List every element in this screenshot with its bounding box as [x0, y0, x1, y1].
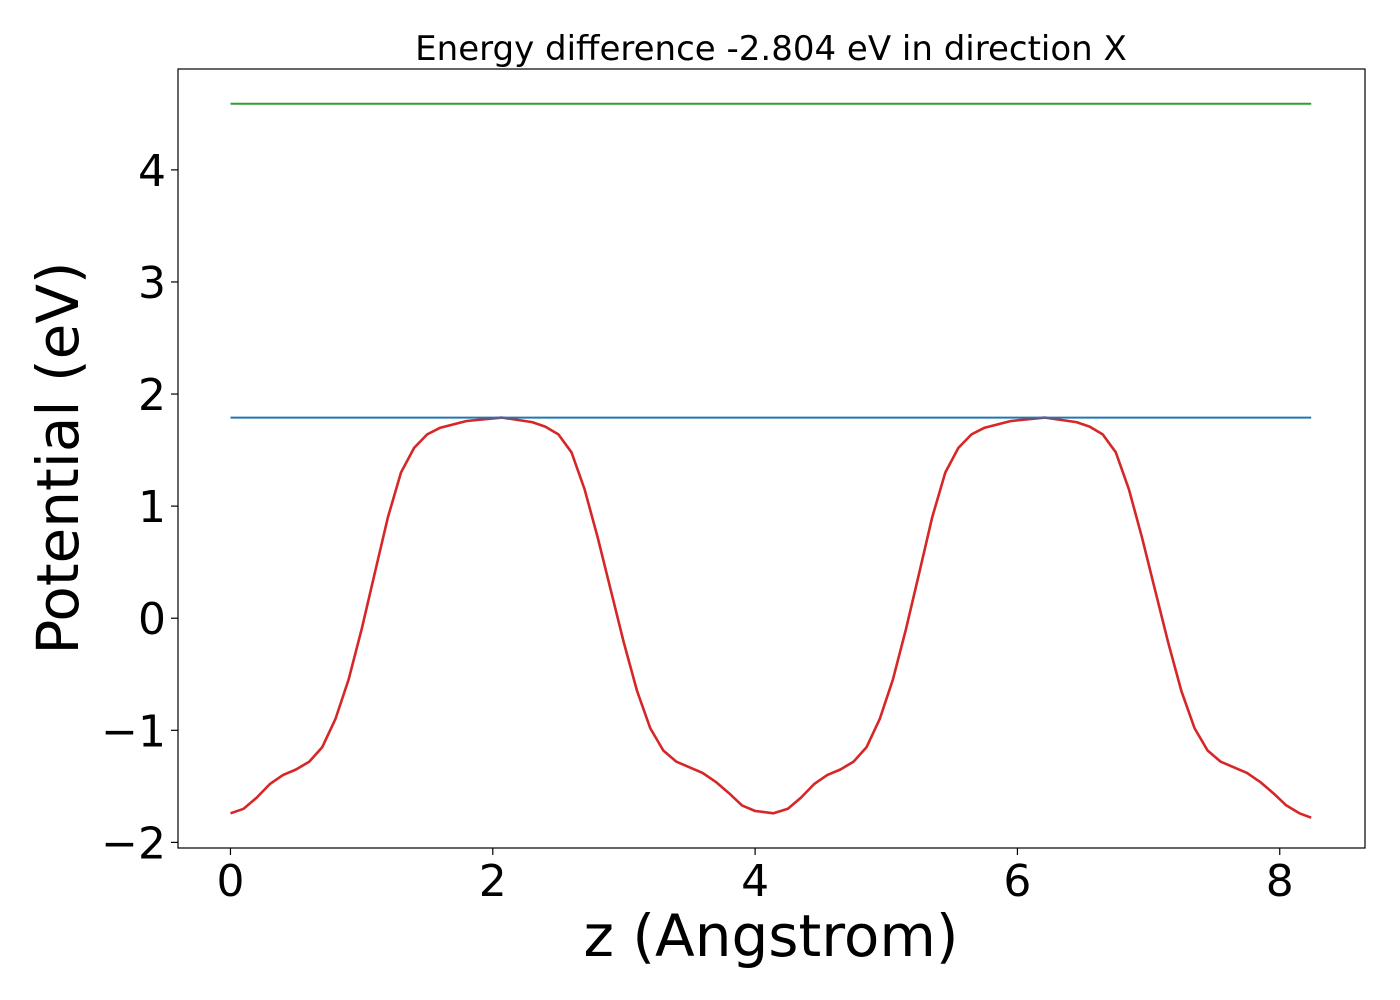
y-axis-ticks: −2 −1 0 1 2 3 4 [101, 146, 178, 869]
y-tick-label: −2 [101, 818, 166, 869]
series-layer [230, 102, 1312, 819]
series-line-0 [230, 416, 1312, 819]
y-tick-label: 1 [138, 482, 166, 533]
chart-title: Energy difference -2.804 eV in direction… [415, 29, 1127, 69]
x-tick-label: 2 [479, 856, 507, 907]
x-axis-ticks: 0 2 4 6 8 [216, 848, 1294, 907]
x-axis-label: z (Angstrom) [584, 902, 959, 970]
y-tick-label: 2 [138, 370, 166, 421]
x-tick-label: 8 [1266, 856, 1294, 907]
x-tick-label: 6 [1003, 856, 1031, 907]
x-tick-label: 4 [741, 856, 769, 907]
y-tick-label: 0 [138, 594, 166, 645]
plot-frame [177, 68, 1366, 849]
y-tick-label: 4 [138, 146, 166, 197]
x-tick-label: 0 [216, 856, 244, 907]
y-tick-label: 3 [138, 258, 166, 309]
y-axis-label: Potential (eV) [24, 261, 92, 654]
y-tick-label: −1 [101, 706, 166, 757]
